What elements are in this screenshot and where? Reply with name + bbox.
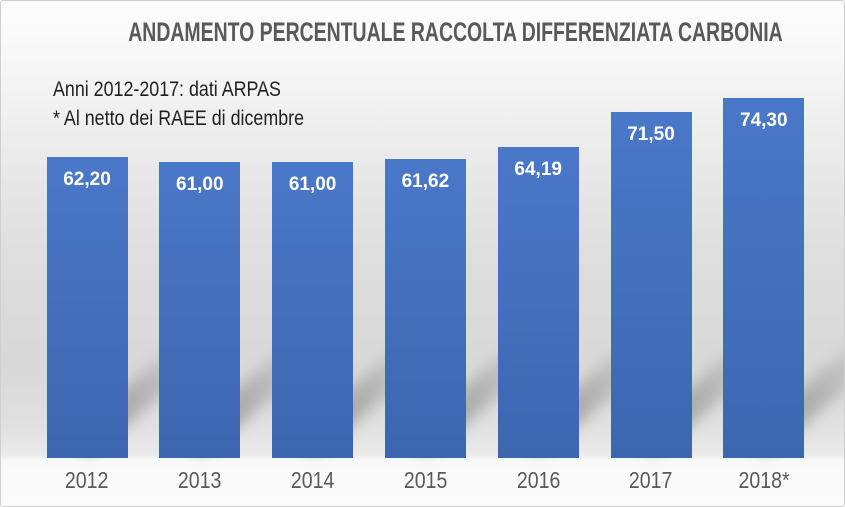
x-axis-label-text: 2018* [738,467,790,493]
bar-value-label: 71,50 [627,124,675,145]
bar-2016: 64,19 [497,147,579,458]
x-axis-label-text: 2015 [403,467,448,493]
bar-2013: 61,00 [159,162,241,458]
bar-2012: 62,20 [46,157,128,458]
bar-2018*: 74,30 [723,98,805,458]
bar-value-label: 61,62 [401,171,450,192]
x-axis-label: 2016 [482,467,594,494]
bar-value-label: 64,19 [514,159,562,180]
x-axis-label-text: 2017 [629,467,673,493]
annotation: Anni 2012-2017: dati ARPAS * Al netto de… [53,75,348,133]
x-axis-label-text: 2014 [290,467,335,493]
x-axis-label-text: 2016 [516,467,560,493]
bar-value-label: 62,20 [63,169,111,190]
bar-2015: 61,62 [384,159,466,458]
x-axis-label: 2013 [144,467,256,494]
annotation-line-2: * Al netto dei RAEE di dicembre [53,107,305,130]
x-axis-label: 2014 [257,467,369,494]
bar-value-label: 61,00 [176,174,224,195]
x-axis-label: 2017 [595,467,707,494]
bar-value-label: 74,30 [740,110,788,131]
annotation-line-1: Anni 2012-2017: dati ARPAS [53,78,281,101]
x-axis-label: 2012 [31,467,143,494]
chart-title-row: ANDAMENTO PERCENTUALE RACCOLTA DIFFERENZ… [1,17,844,48]
x-axis-label: 2018* [708,467,820,494]
bar-value-label: 61,00 [288,174,337,195]
x-axis-label-text: 2013 [178,467,222,493]
bar-2014: 61,00 [272,162,354,458]
chart-title: ANDAMENTO PERCENTUALE RACCOLTA DIFFERENZ… [128,17,783,47]
x-axis-label: 2015 [369,467,481,494]
x-axis-label-text: 2012 [65,467,109,493]
bar-2017: 71,50 [610,112,692,458]
